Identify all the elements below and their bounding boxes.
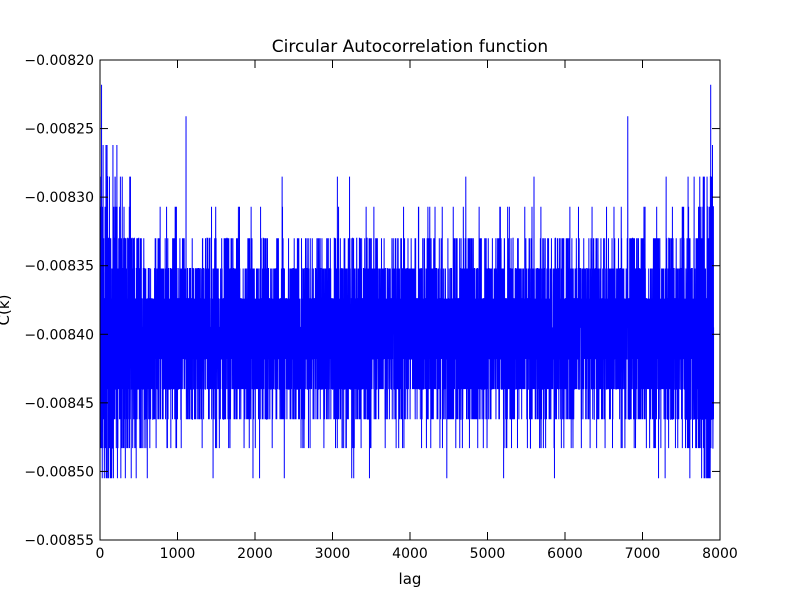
x-tick-label: 3000: [315, 546, 351, 562]
y-tick-label: −0.00820: [24, 53, 94, 69]
series-line: [100, 84, 715, 479]
x-tick-label: 4000: [392, 546, 428, 562]
y-tick-label: −0.00855: [24, 533, 94, 549]
x-tick-label: 8000: [702, 546, 738, 562]
x-tick-label: 5000: [470, 546, 506, 562]
x-tick-label: 2000: [237, 546, 273, 562]
y-tick-label: −0.00830: [24, 190, 94, 206]
x-tick-label: 7000: [625, 546, 661, 562]
y-tick-label: −0.00850: [24, 464, 94, 480]
y-tick-label: −0.00845: [24, 396, 94, 412]
y-tick-label: −0.00835: [24, 259, 94, 275]
x-tick-label: 1000: [160, 546, 196, 562]
y-axis-label: C(k): [0, 295, 13, 326]
chart-title: Circular Autocorrelation function: [272, 37, 548, 57]
x-tick-label: 0: [96, 546, 105, 562]
y-tick-label: −0.00825: [24, 122, 94, 138]
axes-layer: 0 1000 2000 3000 4000 5000 6000 7000 8000 −0.0082…: [24, 53, 737, 562]
x-tick-label: 6000: [547, 546, 583, 562]
series-layer: [100, 84, 715, 479]
y-tick-label: −0.00840: [24, 327, 94, 343]
x-axis-label: lag: [399, 570, 422, 588]
